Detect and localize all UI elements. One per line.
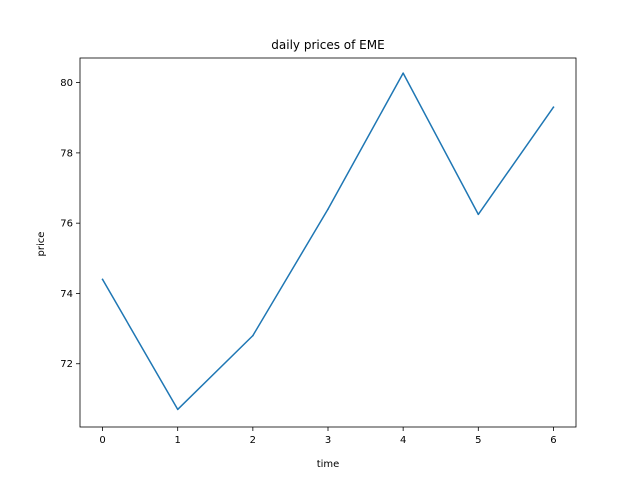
y-tick-label: 78 — [60, 148, 73, 159]
x-axis-ticks: 0 1 2 3 4 5 6 — [99, 427, 557, 446]
y-axis-ticks: 72 74 76 78 80 — [60, 78, 80, 370]
x-tick-label: 4 — [400, 435, 406, 446]
y-tick-label: 76 — [60, 219, 73, 230]
y-tick-label: 72 — [60, 359, 73, 370]
x-tick-label: 0 — [99, 435, 105, 446]
data-point — [252, 334, 254, 337]
x-tick-label: 2 — [250, 435, 256, 446]
chart-title: daily prices of EME — [271, 38, 384, 52]
data-point — [552, 106, 555, 108]
data-point — [402, 72, 404, 74]
plot-area: 0 1 2 3 4 5 6 72 74 76 78 80 — [60, 57, 577, 446]
data-point — [327, 208, 329, 210]
y-axis-label: price — [36, 232, 47, 257]
x-tick-label: 5 — [475, 435, 481, 446]
data-point — [101, 278, 104, 281]
data-point — [477, 213, 480, 216]
series-layer — [101, 72, 555, 411]
x-tick-label: 6 — [550, 435, 556, 446]
x-axis-label: time — [317, 459, 340, 470]
x-tick-label: 3 — [325, 435, 331, 446]
data-point — [176, 408, 179, 411]
y-tick-label: 74 — [60, 289, 73, 300]
x-tick-label: 1 — [175, 435, 181, 446]
y-tick-label: 80 — [60, 78, 73, 89]
